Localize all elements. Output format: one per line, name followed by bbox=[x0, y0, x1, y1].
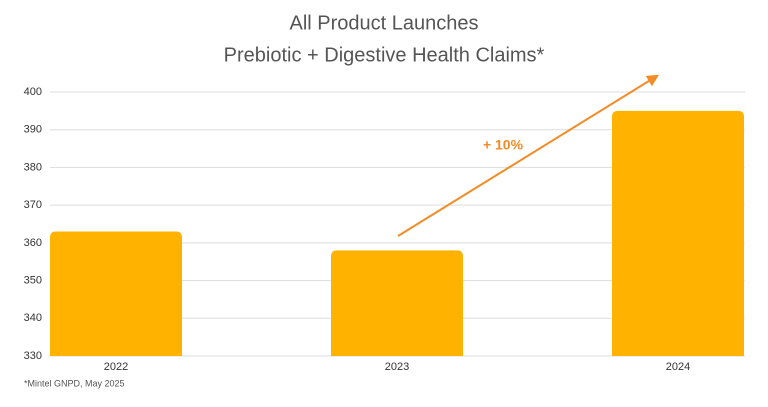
annotation: + 10% bbox=[483, 137, 524, 153]
y-tick-label: 400 bbox=[24, 86, 42, 98]
bar bbox=[331, 250, 463, 356]
y-tick-label: 340 bbox=[24, 312, 42, 324]
bar bbox=[612, 110, 744, 356]
chart-subtitle: Prebiotic + Digestive Health Claims* bbox=[224, 44, 545, 66]
footnote: *Mintel GNPD, May 2025 bbox=[24, 378, 125, 388]
trend-arrow bbox=[397, 74, 660, 237]
y-tick-label: 360 bbox=[24, 237, 42, 249]
x-tick-label: 2024 bbox=[666, 361, 690, 373]
x-tick-label: 2023 bbox=[385, 361, 409, 373]
y-tick-label: 330 bbox=[24, 350, 42, 362]
y-tick-label: 370 bbox=[24, 199, 42, 211]
y-tick-label: 380 bbox=[24, 161, 42, 173]
x-tick-label: 2022 bbox=[104, 361, 128, 373]
chart-title: All Product Launches bbox=[289, 12, 478, 34]
y-tick-label: 350 bbox=[24, 274, 42, 286]
y-tick-label: 390 bbox=[24, 124, 42, 136]
bar bbox=[50, 231, 182, 356]
